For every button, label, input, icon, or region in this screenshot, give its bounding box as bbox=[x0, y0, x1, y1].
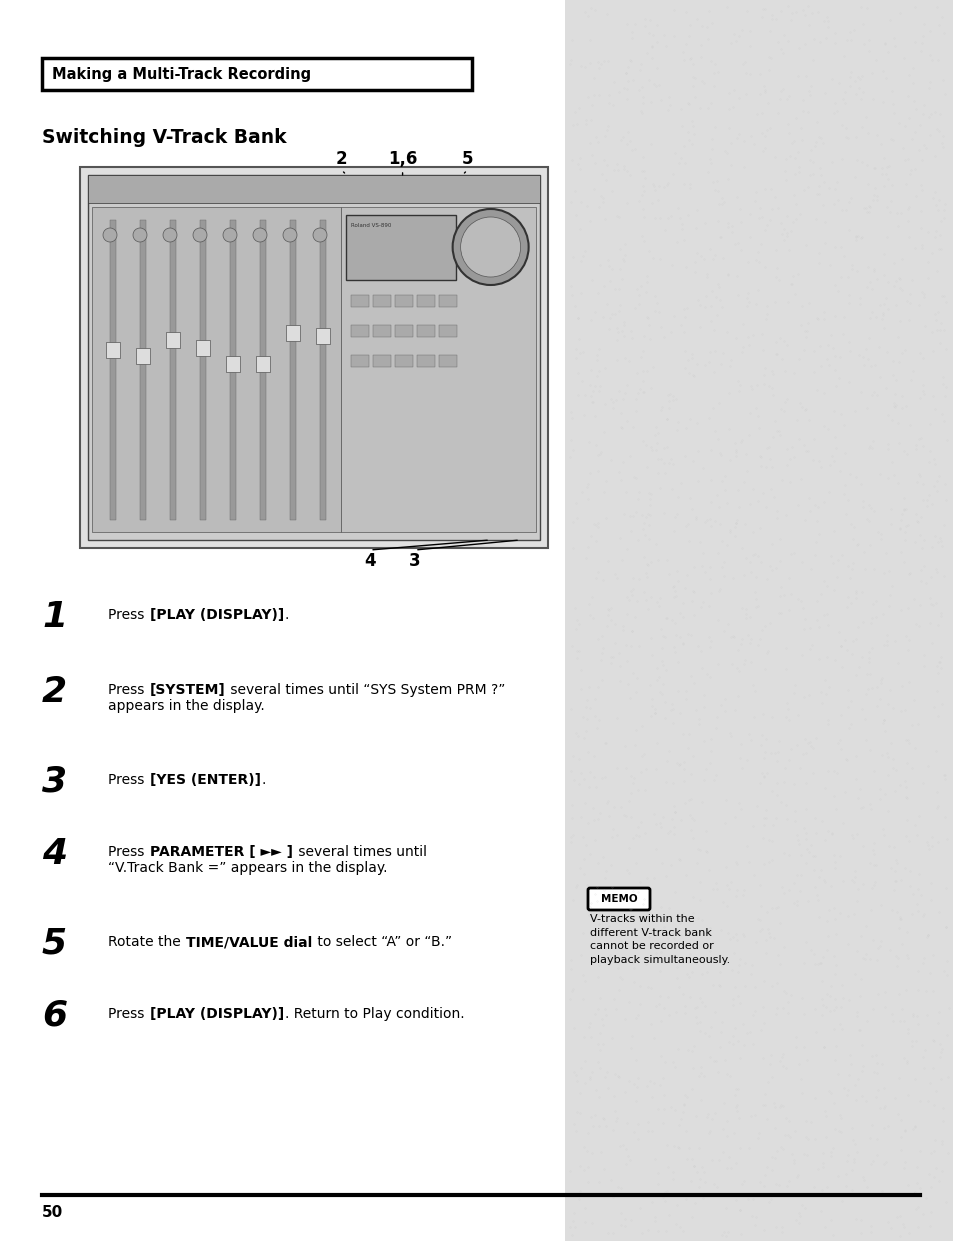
Bar bbox=[260, 220, 266, 520]
Text: [PLAY (DISPLAY)]: [PLAY (DISPLAY)] bbox=[150, 1006, 284, 1021]
Text: [YES (ENTER)]: [YES (ENTER)] bbox=[150, 773, 260, 787]
FancyBboxPatch shape bbox=[587, 889, 649, 910]
Bar bbox=[80, 168, 547, 549]
Text: [SYSTEM]: [SYSTEM] bbox=[150, 683, 225, 697]
Bar bbox=[290, 220, 295, 520]
Text: MEMO: MEMO bbox=[600, 894, 637, 903]
Bar bbox=[140, 220, 146, 520]
Text: 3: 3 bbox=[409, 552, 420, 570]
Bar bbox=[395, 355, 413, 367]
Circle shape bbox=[103, 228, 117, 242]
Bar bbox=[106, 343, 120, 359]
Text: [PLAY (DISPLAY)]: [PLAY (DISPLAY)] bbox=[150, 608, 284, 622]
Bar bbox=[351, 355, 368, 367]
Bar bbox=[351, 325, 368, 338]
Bar bbox=[346, 323, 359, 338]
Circle shape bbox=[283, 228, 296, 242]
Text: 2: 2 bbox=[335, 150, 347, 168]
Bar bbox=[42, 58, 472, 91]
Text: Press: Press bbox=[108, 845, 149, 859]
Text: “V.Track Bank =” appears in the display.: “V.Track Bank =” appears in the display. bbox=[108, 861, 387, 875]
Text: 1,6: 1,6 bbox=[388, 150, 416, 168]
Bar bbox=[315, 329, 330, 344]
Bar bbox=[373, 295, 390, 307]
Text: . Return to Play condition.: . Return to Play condition. bbox=[285, 1006, 464, 1021]
Bar bbox=[438, 325, 456, 338]
Circle shape bbox=[460, 217, 520, 277]
Text: .: . bbox=[261, 773, 266, 787]
Circle shape bbox=[163, 228, 177, 242]
Bar bbox=[341, 207, 536, 532]
Text: several times until “SYS System PRM ?”: several times until “SYS System PRM ?” bbox=[226, 683, 505, 697]
Bar bbox=[200, 220, 206, 520]
Circle shape bbox=[313, 228, 327, 242]
Text: 4: 4 bbox=[42, 836, 67, 871]
Text: TIME/VALUE dial: TIME/VALUE dial bbox=[186, 934, 312, 949]
Circle shape bbox=[253, 228, 267, 242]
Text: 4: 4 bbox=[364, 552, 375, 570]
Bar bbox=[195, 340, 210, 356]
Text: 3: 3 bbox=[42, 764, 67, 799]
Text: 5: 5 bbox=[461, 150, 473, 168]
Text: 1: 1 bbox=[42, 599, 67, 634]
Text: Making a Multi-Track Recording: Making a Multi-Track Recording bbox=[52, 67, 311, 82]
Bar bbox=[438, 295, 456, 307]
Bar bbox=[110, 220, 116, 520]
Bar bbox=[88, 175, 539, 540]
Bar bbox=[286, 325, 299, 341]
Bar bbox=[395, 295, 413, 307]
Bar bbox=[416, 355, 435, 367]
Bar bbox=[373, 355, 390, 367]
Bar bbox=[88, 175, 539, 204]
Text: several times until: several times until bbox=[294, 845, 426, 859]
Bar bbox=[230, 220, 235, 520]
Bar bbox=[170, 220, 175, 520]
Bar bbox=[564, 0, 953, 1241]
Bar bbox=[416, 295, 435, 307]
Bar bbox=[438, 355, 456, 367]
Bar bbox=[91, 207, 340, 532]
Circle shape bbox=[452, 208, 528, 285]
Text: Switching V-Track Bank: Switching V-Track Bank bbox=[42, 128, 286, 146]
Bar bbox=[226, 356, 240, 372]
Text: 2: 2 bbox=[42, 675, 67, 709]
Text: to select “A” or “B.”: to select “A” or “B.” bbox=[313, 934, 452, 949]
Bar bbox=[345, 215, 456, 280]
Bar bbox=[136, 349, 150, 365]
Text: Rotate the: Rotate the bbox=[108, 934, 185, 949]
Text: Press: Press bbox=[108, 773, 149, 787]
Text: Roland VS-890: Roland VS-890 bbox=[351, 223, 391, 228]
Text: appears in the display.: appears in the display. bbox=[108, 699, 265, 714]
Bar bbox=[255, 356, 270, 372]
Bar bbox=[416, 325, 435, 338]
Circle shape bbox=[223, 228, 236, 242]
Bar bbox=[351, 295, 368, 307]
Text: 6: 6 bbox=[42, 999, 67, 1033]
Text: .: . bbox=[285, 608, 289, 622]
Bar bbox=[319, 220, 326, 520]
Circle shape bbox=[193, 228, 207, 242]
Text: V-tracks within the
different V-track bank
cannot be recorded or
playback simult: V-tracks within the different V-track ba… bbox=[589, 915, 729, 964]
Text: Press: Press bbox=[108, 608, 149, 622]
Circle shape bbox=[132, 228, 147, 242]
Bar bbox=[395, 325, 413, 338]
Bar bbox=[166, 331, 180, 347]
Text: Press: Press bbox=[108, 1006, 149, 1021]
Bar bbox=[350, 220, 355, 520]
Text: PARAMETER [ ►► ]: PARAMETER [ ►► ] bbox=[150, 845, 293, 859]
Text: Press: Press bbox=[108, 683, 149, 697]
Text: 50: 50 bbox=[42, 1205, 63, 1220]
Text: 5: 5 bbox=[42, 927, 67, 961]
Bar bbox=[373, 325, 390, 338]
